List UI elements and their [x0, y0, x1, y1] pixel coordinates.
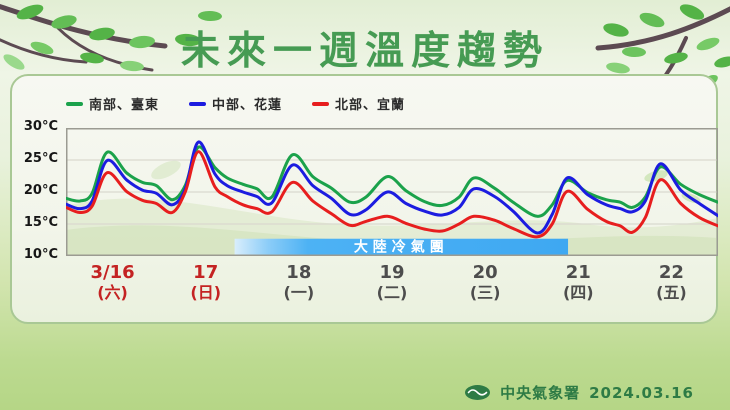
- x-tick-label-day-4: 20 (三): [470, 262, 501, 303]
- legend-label: 北部、宜蘭: [335, 98, 406, 113]
- footer: 中央氣象署 2024.03.16: [464, 382, 694, 403]
- x-tick-weekday: (一): [283, 283, 315, 302]
- legend-item-1: 中部、花蓮: [189, 94, 282, 113]
- watermark-leaf-icon: [151, 160, 181, 180]
- y-tick-label: 15°C: [23, 215, 58, 230]
- x-tick-label-day-0: 3/16 (六): [90, 262, 134, 303]
- cold-air-mass-band-label: 大陸冷氣團: [354, 239, 449, 256]
- cwa-logo-icon: [465, 385, 491, 400]
- chart-card: 南部、臺東 中部、花蓮 北部、宜蘭 30°C 25°C 20°C 15°C 10°C 大陸冷…: [10, 74, 718, 324]
- legend-line-swatch: [189, 101, 207, 106]
- x-tick-weekday: (五): [656, 283, 687, 302]
- x-tick-weekday: (四): [562, 283, 594, 302]
- footer-date: 2024.03.16: [589, 383, 694, 402]
- legend-item-2: 北部、宜蘭: [312, 94, 405, 113]
- plot-area: 大陸冷氣團: [66, 128, 718, 256]
- legend-label: 南部、臺東: [89, 98, 160, 113]
- x-tick-weekday: (二): [376, 283, 408, 302]
- legend-item-0: 南部、臺東: [66, 94, 159, 113]
- y-tick-label: 25°C: [23, 151, 58, 166]
- temperature-line-0: [66, 145, 718, 218]
- legend-line-swatch: [66, 101, 83, 106]
- legend-line-swatch: [312, 101, 330, 106]
- x-tick-weekday: (三): [469, 283, 501, 302]
- x-tick-date: 21: [565, 262, 591, 283]
- x-tick-label-day-1: 17 (日): [190, 262, 221, 303]
- y-axis-labels: 30°C 25°C 20°C 15°C 10°C: [12, 76, 58, 322]
- cold-air-mass-band: [234, 238, 569, 256]
- x-tick-date: 19: [379, 262, 405, 283]
- x-tick-label-day-5: 21 (四): [563, 262, 594, 303]
- x-tick-weekday: (六): [97, 283, 128, 302]
- chart-legend: 南部、臺東 中部、花蓮 北部、宜蘭: [66, 94, 405, 113]
- y-tick-label: 20°C: [23, 183, 58, 198]
- temperature-line-1: [66, 140, 718, 235]
- x-tick-date: 3/16: [90, 262, 135, 283]
- temperature-line-2: [66, 150, 718, 239]
- agency-name: 中央氣象署: [500, 384, 581, 402]
- page-title: 未來一週溫度趨勢: [180, 29, 549, 74]
- x-tick-date: 22: [658, 262, 684, 283]
- x-tick-date: 20: [472, 262, 498, 283]
- temperature-chart: 大陸冷氣團: [66, 128, 718, 256]
- x-tick-label-day-6: 22 (五): [656, 262, 687, 303]
- x-tick-label-day-2: 18 (一): [284, 262, 315, 303]
- x-tick-weekday: (日): [190, 283, 222, 302]
- y-tick-label: 30°C: [23, 119, 58, 134]
- x-tick-date: 18: [286, 262, 312, 283]
- x-tick-label-day-3: 19 (二): [377, 262, 408, 303]
- y-tick-label: 10°C: [23, 247, 58, 262]
- x-axis-labels: 3/16 (六) 17 (日) 18 (一) 19 (二) 20 (三) 21 (四) 22 (五): [66, 262, 718, 310]
- plot-border: [66, 128, 718, 256]
- legend-label: 中部、花蓮: [212, 98, 283, 113]
- x-tick-date: 17: [193, 262, 219, 283]
